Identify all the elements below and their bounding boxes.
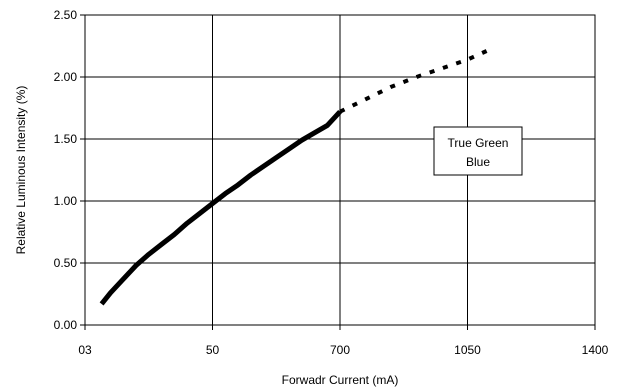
x-tick-label: 50 [206,343,220,357]
y-axis-title: Relative Luminous Intensity (%) [14,86,28,255]
y-tick-label: 0.50 [54,256,78,270]
x-tick-label: 700 [330,343,350,357]
legend: True Green Blue [433,126,523,176]
legend-label-true-green: True Green [448,136,509,150]
y-tick-label: 1.00 [54,194,78,208]
legend-box [433,126,523,176]
y-tick-label: 1.50 [54,132,78,146]
series-line-solid [99,110,342,306]
y-tick-label: 0.00 [54,318,78,332]
legend-label-blue: Blue [466,155,490,169]
x-tick-label: 1050 [454,343,481,357]
series-line-dotted [339,49,488,114]
x-axis-ticks: 03 50 700 1050 1400 [78,325,609,357]
plot-frame [84,14,596,326]
x-tick-label: 03 [78,343,92,357]
series-layer [99,49,488,306]
grid [85,15,595,325]
y-tick-label: 2.00 [54,70,78,84]
y-tick-label: 2.50 [54,8,78,22]
x-axis-title: Forwadr Current (mA) [282,373,399,387]
x-tick-label: 1400 [582,343,609,357]
y-axis-ticks: 0.00 0.50 1.00 1.50 2.00 2.50 [54,8,85,332]
